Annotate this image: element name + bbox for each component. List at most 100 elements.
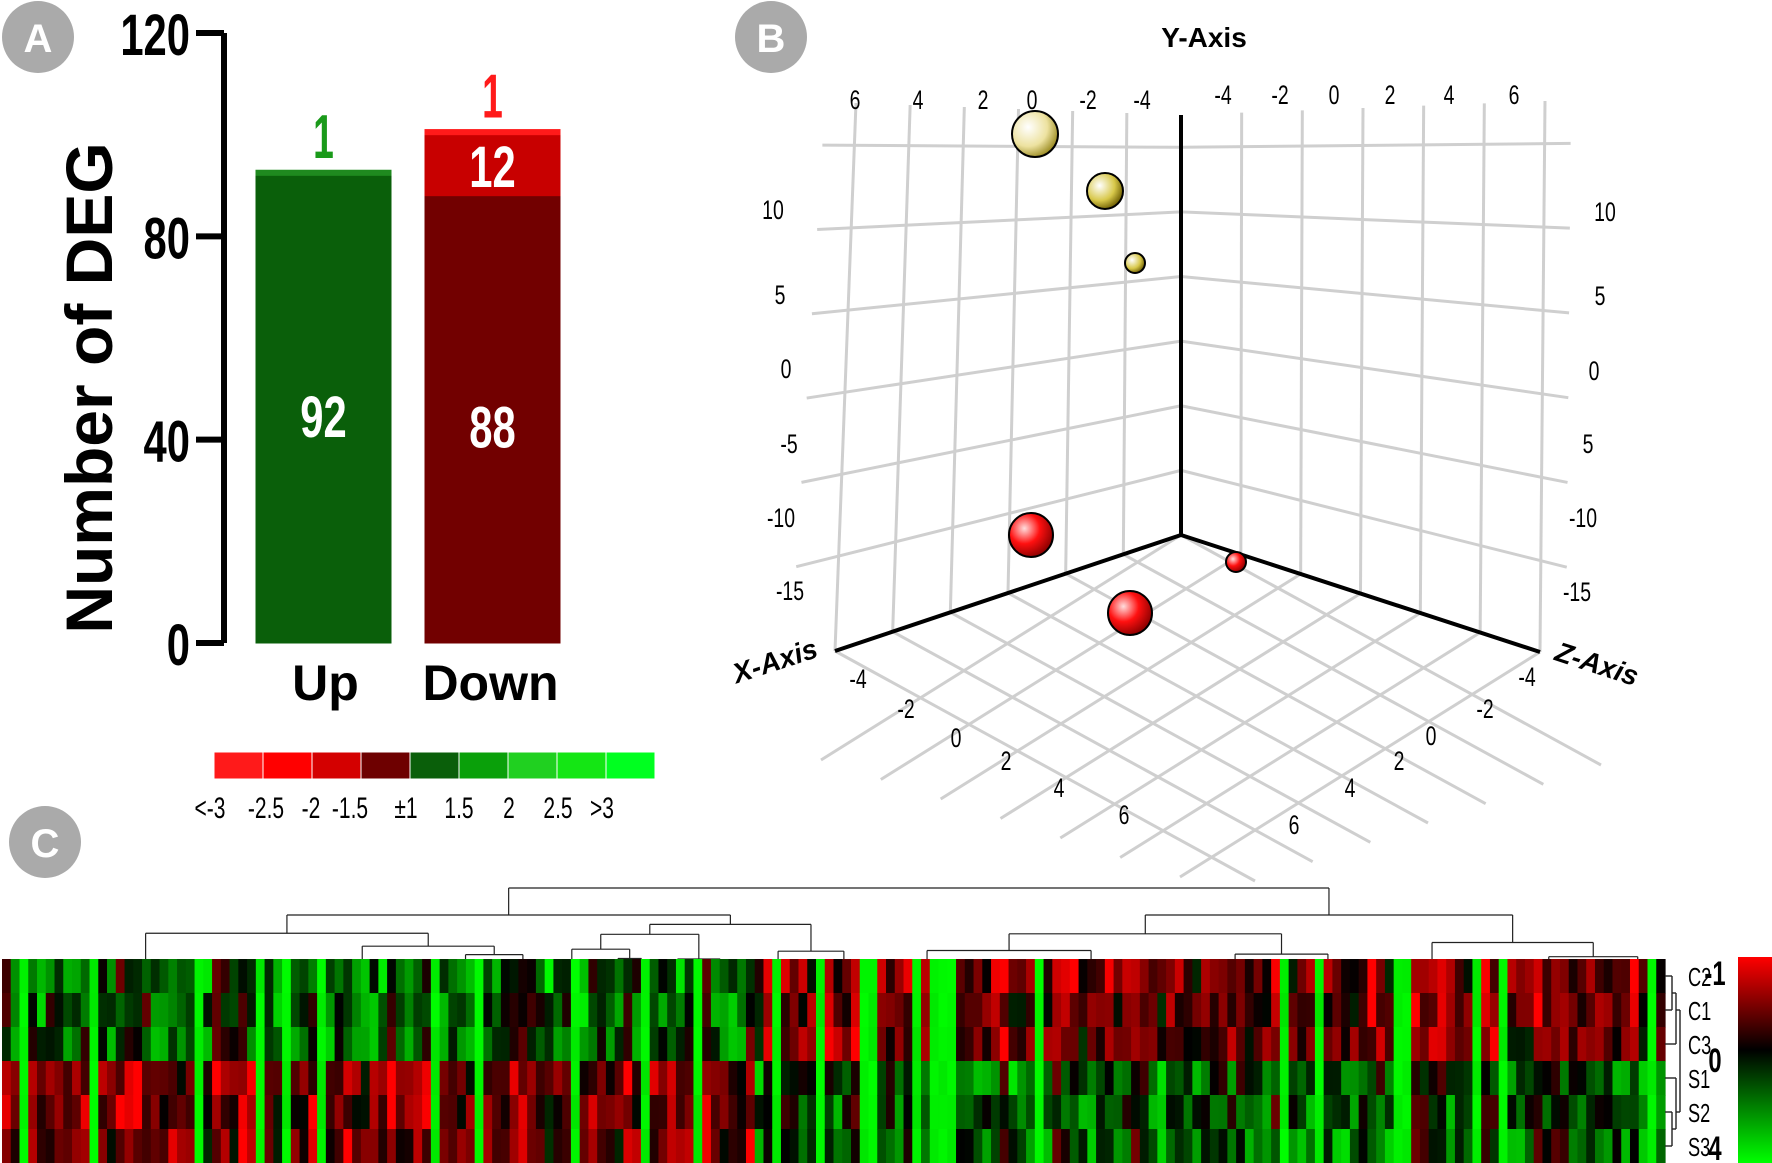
heatmap-cell (640, 993, 651, 1028)
heatmap-cell (868, 1061, 878, 1096)
heatmap-cell (1131, 1061, 1141, 1096)
heatmap-cell (1104, 1095, 1115, 1130)
heatmap-cell (1629, 1027, 1640, 1062)
heatmap-cell (1446, 1061, 1456, 1096)
heatmap-cell (1367, 1027, 1377, 1062)
heatmap-cell (605, 1095, 616, 1130)
heatmap-cell (387, 1129, 397, 1163)
heatmap-cell (37, 1129, 47, 1163)
heatmap-cell (1104, 1027, 1115, 1062)
heatmap-cell (1516, 959, 1526, 994)
heatmap-cell (1314, 993, 1325, 1028)
heatmap-cell (509, 1027, 520, 1062)
legend-label: >3 (590, 793, 614, 825)
heatmap-cell (1656, 1129, 1666, 1163)
heatmap-cell (483, 959, 493, 994)
heatmap-cell (1288, 1129, 1298, 1163)
legend-label: 2.5 (543, 793, 572, 825)
heatmap-cell (719, 1095, 730, 1130)
heatmap-cell (474, 1061, 484, 1096)
heatmap-cell (1551, 1129, 1561, 1163)
heatmap-cell (1236, 1027, 1246, 1062)
heatmap-cell (1402, 1027, 1412, 1062)
heatmap-cell (868, 959, 878, 994)
heatmap-cell (780, 1061, 791, 1096)
heatmap-cell (675, 1027, 686, 1062)
heatmap-cell (675, 993, 686, 1028)
heatmap-cell (1174, 993, 1185, 1028)
heatmap-cell (623, 959, 633, 994)
heatmap-cell (1621, 1061, 1631, 1096)
heatmap-cell (518, 993, 528, 1028)
heatmap-cell (1577, 1129, 1587, 1163)
heatmap-cell (1384, 1129, 1395, 1163)
heatmap-cell (562, 1027, 572, 1062)
top-tick-left: -2 (1079, 85, 1096, 115)
heatmap-cell (1621, 1095, 1631, 1130)
heatmap-cell (886, 1129, 896, 1163)
heatmap-cell (1647, 993, 1657, 1028)
heatmap-cell (710, 959, 721, 994)
heatmap-cell (1113, 1027, 1123, 1062)
heatmap-cell (1166, 959, 1176, 994)
heatmap-cell (535, 1027, 546, 1062)
heatmap-cell (1586, 993, 1596, 1028)
heatmap-cell (203, 1095, 213, 1130)
heatmap-cell (422, 959, 432, 994)
heatmap-cell (1446, 1095, 1456, 1130)
heatmap-cell (290, 1061, 301, 1096)
heatmap-cell (28, 1095, 38, 1130)
heatmap-cell (1638, 1129, 1649, 1163)
grid-line (1180, 141, 1571, 149)
heatmap-cell (1428, 1095, 1439, 1130)
heatmap-cell (395, 993, 406, 1028)
heatmap-cell (833, 1129, 843, 1163)
heatmap-cell (439, 1129, 449, 1163)
heatmap-cell (1096, 1129, 1106, 1163)
heatmap-cell (597, 993, 607, 1028)
panel-c-badge (9, 806, 81, 878)
heatmap-cell (772, 1027, 782, 1062)
heatmap-cell (1148, 1095, 1158, 1130)
panel-a-badge (2, 1, 74, 73)
heatmap-cell (527, 1129, 537, 1163)
vertical-tick-right: 5 (1583, 429, 1594, 459)
heatmap-cell (1174, 959, 1185, 994)
heatmap-cell (1096, 1095, 1106, 1130)
heatmap-cell (649, 993, 660, 1028)
heatmap-cell (509, 993, 520, 1028)
heatmap-cell (194, 1027, 204, 1062)
heatmap-cell (1122, 959, 1132, 994)
heatmap-cell (921, 1027, 931, 1062)
heatmap-cell (868, 1095, 878, 1130)
heatmap-cell (1481, 1061, 1491, 1096)
heatmap-cell (1603, 959, 1614, 994)
heatmap-cell (1341, 959, 1351, 994)
heatmap-cell (474, 959, 484, 994)
heatmap-cell (780, 993, 791, 1028)
heatmap-cell (194, 1061, 204, 1096)
heatmap-cell (1008, 1061, 1018, 1096)
heatmap-cell (1262, 1095, 1272, 1130)
heatmap-cell (492, 1061, 502, 1096)
heatmap-row-label: C1 (1688, 997, 1711, 1026)
heatmap-cell (964, 1095, 975, 1130)
heatmap-cell (387, 1095, 397, 1130)
heatmap-cell (745, 1095, 756, 1130)
heatmap-cell (264, 1027, 274, 1062)
heatmap-cell (133, 1095, 143, 1130)
heatmap-cell (842, 993, 852, 1028)
heatmap-cell (1542, 993, 1552, 1028)
heatmap-cell (500, 1061, 511, 1096)
heatmap-cell (1306, 959, 1316, 994)
heatmap-cell (255, 1061, 266, 1096)
heatmap-cell (851, 1095, 861, 1130)
heatmap-cell (1463, 993, 1474, 1028)
heatmap-cell (343, 1027, 353, 1062)
heatmap-cell (1507, 1027, 1517, 1062)
heatmap-cell (1069, 1061, 1080, 1096)
heatmap-cell (667, 1129, 677, 1163)
heatmap-cell (317, 1027, 327, 1062)
heatmap-cell (255, 993, 266, 1028)
heatmap-cell (842, 1061, 852, 1096)
